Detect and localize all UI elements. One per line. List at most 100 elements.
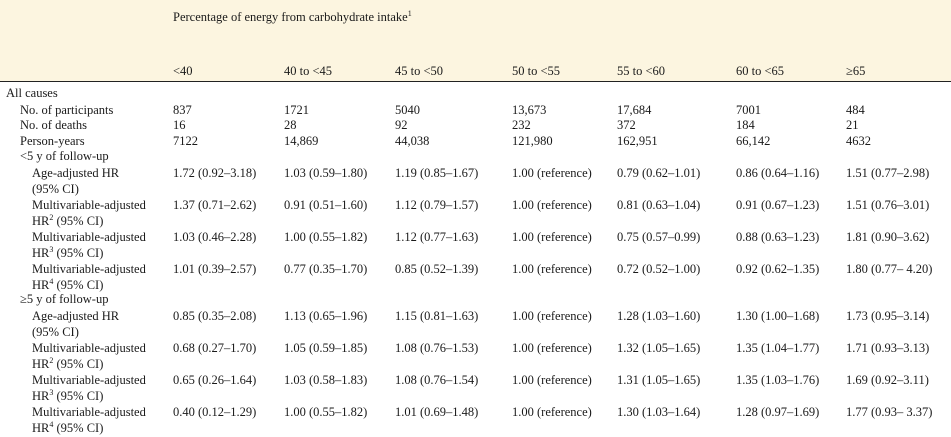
table-cell: 0.92 (0.62–1.35): [736, 262, 820, 276]
column-header: 50 to <55: [512, 64, 561, 78]
ci-text: (95% CI): [53, 388, 104, 403]
table-cell: 92: [395, 118, 408, 132]
table-cell: 1.30 (1.03–1.64): [617, 405, 701, 419]
row-label: Person-years: [20, 134, 85, 150]
table-cell: 1.32 (1.05–1.65): [617, 341, 701, 355]
table-cell: 1.15 (0.81–1.63): [395, 309, 479, 323]
column-header: 45 to <50: [395, 64, 444, 78]
table-cell: 1.31 (1.05–1.65): [617, 373, 701, 387]
table-cell: 1.30 (1.00–1.68): [736, 309, 820, 323]
table-cell: 0.77 (0.35–1.70): [284, 262, 368, 276]
footnote-mark: 3: [49, 244, 54, 254]
table-cell: 1.00 (reference): [512, 341, 592, 355]
table-cell: 1.03 (0.58–1.83): [284, 373, 368, 387]
table-cell: 372: [617, 118, 636, 132]
table-cell: 1.71 (0.93–3.13): [846, 341, 930, 355]
row-label: Multivariable-adjusted HR2 (95% CI): [32, 341, 146, 372]
row-label: Multivariable-adjusted HR2 (95% CI): [32, 198, 146, 229]
table-cell: 1.12 (0.79–1.57): [395, 198, 479, 212]
column-header: 60 to <65: [736, 64, 785, 78]
table-cell: 1.03 (0.46–2.28): [173, 230, 257, 244]
table-cell: 1.81 (0.90–3.62): [846, 230, 930, 244]
header-rule: [0, 81, 951, 82]
row-label-line2: HR2 (95% CI): [32, 213, 146, 230]
table-cell: 1.51 (0.77–2.98): [846, 166, 930, 180]
table-cell: 7122: [173, 134, 198, 148]
table-cell: 121,980: [512, 134, 553, 148]
row-label-line2: HR4 (95% CI): [32, 276, 146, 294]
footnote-mark: 4: [49, 419, 54, 429]
table-cell: 1.73 (0.95–3.14): [846, 309, 930, 323]
row-label-line2: HR3 (95% CI): [32, 244, 146, 262]
row-label: Age-adjusted HR (95% CI): [32, 309, 119, 340]
ci-text: (95% CI): [53, 420, 104, 435]
table-cell: 0.86 (0.64–1.16): [736, 166, 820, 180]
row-label-line1: Multivariable-adjusted: [32, 230, 146, 244]
row-label-line1: Multivariable-adjusted: [32, 405, 146, 419]
table-cell: 21: [846, 118, 859, 132]
footnote-mark: 3: [49, 387, 54, 397]
table-cell: 0.79 (0.62–1.01): [617, 166, 701, 180]
column-header: 55 to <60: [617, 64, 666, 78]
section-lt5-years: <5 y of follow-up: [20, 149, 109, 163]
row-label: Age-adjusted HR (95% CI): [32, 166, 119, 197]
table-cell: 1.77 (0.93– 3.37): [846, 405, 933, 419]
row-label-line1: Multivariable-adjusted: [32, 198, 146, 212]
table-cell: 66,142: [736, 134, 771, 148]
table-cell: 1.72 (0.92–3.18): [173, 166, 257, 180]
title-footnote-mark: 1: [407, 8, 412, 18]
table-cell: 1.05 (0.59–1.85): [284, 341, 368, 355]
table-cell: 1.80 (0.77– 4.20): [846, 262, 933, 276]
table-cell: 0.68 (0.27–1.70): [173, 341, 257, 355]
hr-abbrev: HR: [32, 213, 50, 228]
table-cell: 0.85 (0.35–2.08): [173, 309, 257, 323]
table-cell: 0.91 (0.51–1.60): [284, 198, 368, 212]
row-label: No. of participants: [20, 103, 113, 119]
table-cell: 16: [173, 118, 186, 132]
table-cell: 0.40 (0.12–1.29): [173, 405, 257, 419]
ci-text: (95% CI): [32, 181, 79, 196]
table-cell: 1.19 (0.85–1.67): [395, 166, 479, 180]
table-cell: 1.12 (0.77–1.63): [395, 230, 479, 244]
table-cell: 28: [284, 118, 297, 132]
table-cell: 1.13 (0.65–1.96): [284, 309, 368, 323]
table-cell: 0.88 (0.63–1.23): [736, 230, 820, 244]
table-cell: 1.08 (0.76–1.53): [395, 341, 479, 355]
table-cell: 0.75 (0.57–0.99): [617, 230, 701, 244]
hr-abbrev: HR: [32, 277, 50, 292]
table-cell: 1.51 (0.76–3.01): [846, 198, 930, 212]
table-cell: 1.37 (0.71–2.62): [173, 198, 257, 212]
row-label: Multivariable-adjusted HR4 (95% CI): [32, 262, 146, 293]
table-cell: 0.65 (0.26–1.64): [173, 373, 257, 387]
column-header: <40: [173, 64, 193, 78]
table-cell: 1.35 (1.04–1.77): [736, 341, 820, 355]
row-label: Multivariable-adjusted HR3 (95% CI): [32, 373, 146, 404]
footnote-mark: 2: [49, 355, 54, 365]
table-cell: 1.00 (reference): [512, 309, 592, 323]
column-header: 40 to <45: [284, 64, 333, 78]
ci-text: (95% CI): [53, 245, 104, 260]
row-label-line1: Age-adjusted HR: [32, 166, 120, 180]
row-label: Multivariable-adjusted HR3 (95% CI): [32, 230, 146, 261]
ci-text: (95% CI): [53, 277, 104, 292]
footnote-mark: 4: [49, 276, 54, 286]
row-label-line1: No. of deaths: [20, 118, 87, 132]
table-header-title: Percentage of energy from carbohydrate i…: [173, 8, 412, 24]
table-cell: 1.00 (reference): [512, 230, 592, 244]
row-label-line2: (95% CI): [32, 325, 119, 341]
row-label-line2: HR3 (95% CI): [32, 387, 146, 405]
table-cell: 0.91 (0.67–1.23): [736, 198, 820, 212]
table-cell: 1.00 (reference): [512, 166, 592, 180]
row-label-line2: (95% CI): [32, 182, 119, 198]
section-ge5-years: ≥5 y of follow-up: [20, 292, 109, 306]
table-cell: 1.01 (0.39–2.57): [173, 262, 257, 276]
table-cell: 7001: [736, 103, 761, 117]
table-cell: 0.81 (0.63–1.04): [617, 198, 701, 212]
table-cell: 1.01 (0.69–1.48): [395, 405, 479, 419]
table-cell: 484: [846, 103, 865, 117]
table-cell: 1.00 (reference): [512, 373, 592, 387]
hr-abbrev: HR: [32, 420, 50, 435]
hr-abbrev: HR: [32, 245, 50, 260]
table-cell: 13,673: [512, 103, 547, 117]
table-cell: 1.08 (0.76–1.54): [395, 373, 479, 387]
